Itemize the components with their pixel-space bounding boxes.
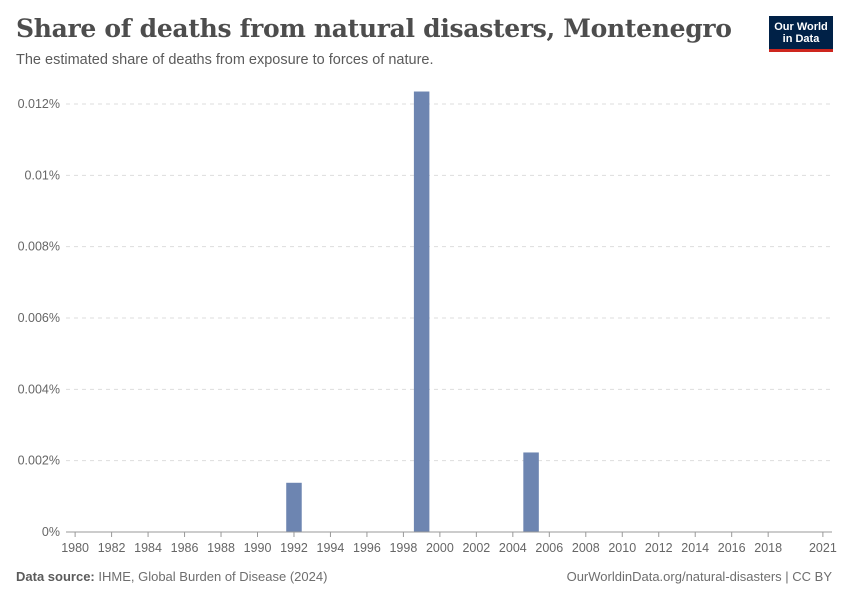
x-axis: 1980 1982 1984 1986 1988 1990 1992 1994 1996 1998… [61,531,837,555]
y-tick-label: 0.002% [18,454,60,468]
x-tick-label: 2021 [809,541,837,555]
bar[interactable] [286,482,302,532]
chart-title: Share of deaths from natural disasters, … [16,14,732,43]
x-tick-label: 2012 [645,541,673,555]
y-tick-label: 0.01% [25,168,60,182]
x-tick-label: 1980 [61,541,89,555]
x-tick-label: 2004 [499,541,527,555]
y-axis-labels: 0% 0.002% 0.004% 0.006% 0.008% 0.01% 0.012% [18,97,60,539]
x-tick-label: 1984 [134,541,162,555]
x-tick-label: 2016 [718,541,746,555]
bar[interactable] [523,452,539,532]
x-tick-label: 1986 [171,541,199,555]
x-tick-label: 1990 [244,541,272,555]
grid-lines [66,103,832,462]
bars [286,91,539,533]
y-tick-label: 0.006% [18,311,60,325]
logo-line-1: Our World [774,21,828,33]
x-tick-label: 2002 [462,541,490,555]
data-source-text: IHME, Global Burden of Disease (2024) [98,569,328,584]
data-source-label: Data source: [16,569,95,584]
chart-subtitle: The estimated share of deaths from expos… [16,52,434,68]
x-tick-label: 1988 [207,541,235,555]
footer-link[interactable]: OurWorldinData.org/natural-disasters | C… [566,569,832,584]
x-tick-label: 1982 [98,541,126,555]
y-tick-label: 0.004% [18,382,60,396]
x-tick-label: 1994 [317,541,345,555]
x-tick-label: 2018 [754,541,782,555]
x-tick-label: 2006 [535,541,563,555]
y-tick-label: 0.008% [18,240,60,254]
y-tick-label: 0% [42,525,60,539]
x-tick-label: 2000 [426,541,454,555]
x-tick-label: 1998 [389,541,417,555]
bar[interactable] [413,91,430,533]
x-tick-label: 1996 [353,541,381,555]
x-tick-label: 2008 [572,541,600,555]
x-tick-label: 2014 [681,541,709,555]
data-source: Data source: IHME, Global Burden of Dise… [16,569,327,584]
logo-line-2: in Data [782,33,820,45]
x-tick-label: 1992 [280,541,308,555]
y-tick-label: 0.012% [18,97,60,111]
owid-logo[interactable]: Our World in Data [769,16,833,52]
x-tick-label: 2010 [608,541,636,555]
